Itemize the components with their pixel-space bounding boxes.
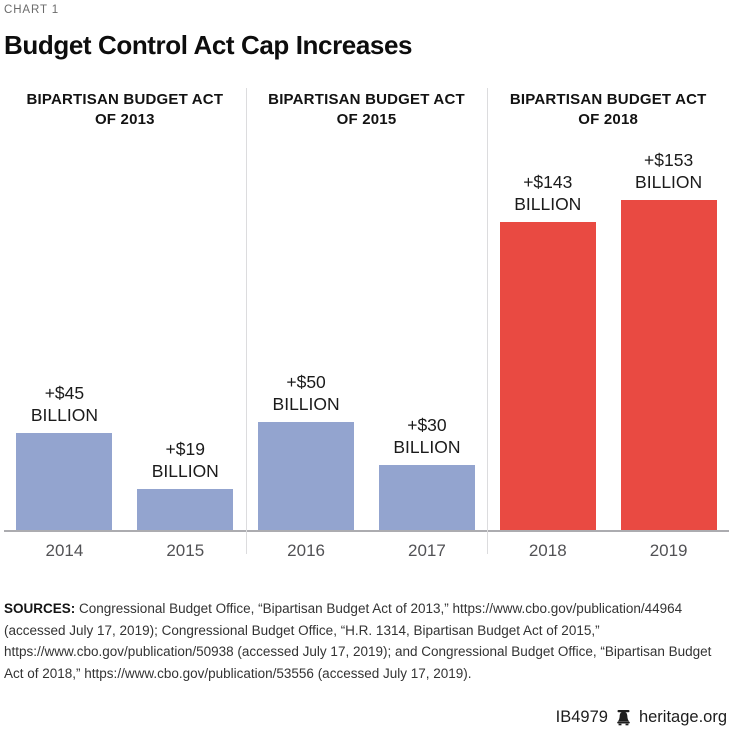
site-label: heritage.org	[638, 708, 727, 726]
bar-slot-2014: +$45 BILLION	[4, 140, 125, 530]
bar-value-label-2015: +$19 BILLION	[125, 438, 246, 482]
bar-value-label-2016: +$50 BILLION	[246, 371, 367, 415]
bar-value-amount: +$19	[165, 439, 205, 459]
bar-value-unit: BILLION	[151, 461, 219, 481]
x-axis-labels: 2016 2017	[246, 532, 488, 566]
section-header-line1: BIPARTISAN BUDGET ACT	[26, 91, 224, 108]
bar-value-amount: +$30	[407, 415, 447, 435]
x-axis-label-2018: 2018	[528, 541, 567, 560]
bar-value-amount: +$45	[44, 383, 85, 403]
bar-slot-2017: +$30 BILLION	[367, 140, 488, 530]
section-header-line2: OF 2013	[94, 111, 155, 128]
liberty-bell-icon	[615, 709, 632, 726]
report-id: IB4979	[555, 708, 608, 726]
bar-value-label-2017: +$30 BILLION	[367, 414, 488, 458]
x-axis-labels: 2014 2015	[4, 532, 246, 566]
sources-body: Congressional Budget Office, “Bipartisan…	[4, 601, 712, 681]
bar-value-unit: BILLION	[393, 437, 461, 457]
sources-label: SOURCES:	[4, 601, 76, 616]
bar-2014	[16, 433, 113, 530]
bar-2015	[137, 489, 234, 530]
bar-2019	[620, 200, 717, 530]
bar-value-unit: BILLION	[514, 194, 582, 214]
bar-value-unit: BILLION	[635, 172, 703, 192]
section-header-line2: OF 2018	[578, 111, 639, 128]
sources-text: SOURCES: Congressional Budget Office, “B…	[4, 598, 730, 684]
section-divider	[245, 88, 247, 554]
bar-slot-2018: +$143 BILLION	[487, 140, 608, 530]
bar-value-unit: BILLION	[30, 405, 98, 425]
bar-slot-2015: +$19 BILLION	[125, 140, 246, 530]
bar-value-label-2019: +$153 BILLION	[608, 149, 729, 193]
bar-value-unit: BILLION	[272, 394, 340, 414]
section-divider	[487, 88, 489, 554]
section-header-line2: OF 2015	[336, 111, 397, 128]
x-axis-label-2016: 2016	[287, 541, 325, 560]
chart-section-2015: BIPARTISAN BUDGET ACT OF 2015 +$50 BILLION +…	[245, 88, 488, 568]
section-header: BIPARTISAN BUDGET ACT OF 2015	[246, 88, 488, 140]
footer: IB4979 heritage.org	[556, 708, 727, 727]
x-axis-label-2015: 2015	[166, 541, 205, 560]
bar-value-amount: +$153	[644, 150, 694, 170]
bar-value-amount: +$50	[286, 372, 326, 392]
plot-area: +$50 BILLION +$30 BILLION	[245, 140, 488, 532]
bar-chart: BIPARTISAN BUDGET ACT OF 2013 +$45 BILLION +…	[4, 88, 730, 568]
chart-kicker: CHART 1	[4, 4, 60, 16]
bar-2017	[378, 465, 475, 530]
page-title: Budget Control Act Cap Increases	[4, 30, 413, 60]
section-header-line1: BIPARTISAN BUDGET ACT	[509, 91, 707, 108]
x-axis-label-2014: 2014	[45, 541, 84, 560]
chart-section-2013: BIPARTISAN BUDGET ACT OF 2013 +$45 BILLION +…	[4, 88, 246, 568]
section-header-line1: BIPARTISAN BUDGET ACT	[268, 91, 465, 108]
bar-slot-2016: +$50 BILLION	[246, 140, 367, 530]
x-axis-labels: 2018 2019	[487, 532, 729, 566]
chart-section-2018: BIPARTISAN BUDGET ACT OF 2018 +$143 BILLION…	[487, 88, 730, 568]
x-axis-label-2019: 2019	[649, 541, 688, 560]
section-header: BIPARTISAN BUDGET ACT OF 2018	[487, 88, 729, 140]
x-axis-label-2017: 2017	[408, 541, 446, 560]
bar-slot-2019: +$153 BILLION	[608, 140, 729, 530]
bar-value-label-2014: +$45 BILLION	[4, 382, 125, 426]
bar-2018	[499, 222, 596, 530]
bar-value-label-2018: +$143 BILLION	[487, 171, 608, 215]
plot-area: +$45 BILLION +$19 BILLION	[4, 140, 246, 532]
bar-2016	[258, 422, 355, 530]
bar-value-amount: +$143	[523, 172, 573, 192]
section-header: BIPARTISAN BUDGET ACT OF 2013	[4, 88, 246, 140]
plot-area: +$143 BILLION +$153 BILLION	[487, 140, 730, 532]
